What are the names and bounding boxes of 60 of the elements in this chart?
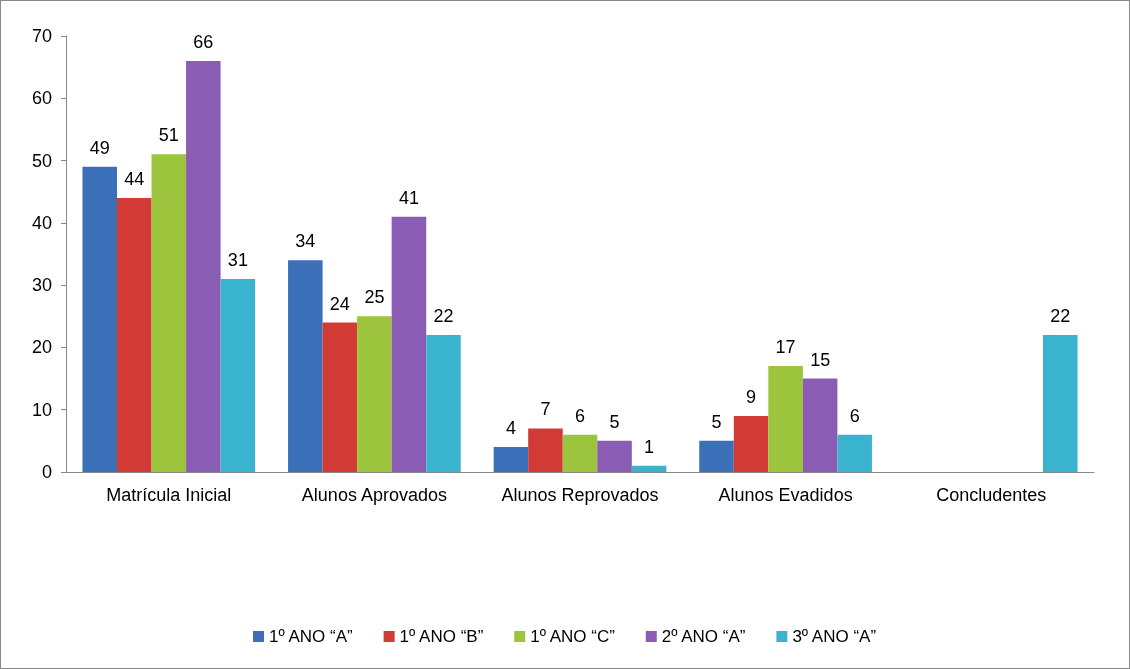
data-label: 34 [295, 231, 316, 252]
bar [528, 428, 563, 472]
bar [837, 434, 872, 472]
y-tick-label: 50 [31, 150, 52, 171]
y-tick-label: 10 [31, 399, 52, 420]
legend-label: 3º ANO “A” [792, 627, 877, 646]
data-label: 7 [540, 399, 551, 420]
data-label: 6 [849, 405, 860, 426]
data-label: 22 [433, 305, 454, 326]
x-tick-label: Matrícula Inicial [106, 485, 232, 505]
bar [82, 166, 117, 472]
y-tick-label: 70 [31, 26, 52, 46]
y-tick-label: 30 [31, 275, 52, 296]
bar [116, 197, 152, 472]
y-tick-label: 20 [31, 337, 52, 358]
bar [562, 434, 598, 472]
data-label: 51 [158, 125, 179, 146]
y-tick-label: 0 [41, 462, 52, 482]
bar [186, 60, 221, 472]
bar [1043, 334, 1078, 472]
bar [357, 316, 392, 472]
data-label: 6 [574, 405, 586, 426]
bar [391, 216, 427, 472]
data-label: 4 [505, 418, 516, 439]
bar [699, 440, 734, 472]
data-label: 9 [746, 386, 757, 407]
bar [288, 260, 323, 472]
bar [493, 447, 529, 472]
x-tick-label: Alunos Reprovados [501, 485, 659, 505]
legend-label: 2º ANO “A” [661, 627, 746, 646]
y-tick-label: 40 [31, 212, 52, 233]
data-label: 31 [227, 249, 248, 270]
bar [631, 465, 667, 472]
data-label: 1 [644, 436, 655, 457]
data-label: 25 [364, 287, 385, 308]
y-tick-label: 60 [31, 88, 52, 109]
data-label: 24 [329, 293, 350, 314]
data-label: 17 [775, 337, 796, 358]
data-label: 22 [1050, 305, 1071, 326]
data-label: 5 [711, 411, 722, 432]
x-tick-label: Concludentes [936, 485, 1047, 505]
bar [151, 154, 187, 472]
bar [220, 278, 256, 472]
data-label: 15 [810, 349, 831, 370]
bar [768, 366, 803, 472]
data-label: 49 [89, 137, 110, 158]
x-tick-label: Alunos Aprovados [301, 485, 447, 505]
legend-label: 1º ANO “B” [399, 627, 484, 646]
data-label: 66 [193, 31, 214, 52]
bar [802, 378, 838, 472]
legend-label: 1º ANO “C” [530, 627, 616, 646]
bar [733, 415, 769, 472]
bar [426, 334, 461, 472]
legend-label: 1º ANO “A” [269, 627, 354, 646]
data-label: 5 [609, 411, 620, 432]
data-label: 44 [124, 168, 145, 189]
bar [597, 440, 632, 472]
data-label: 41 [398, 187, 419, 208]
x-tick-label: Alunos Evadidos [718, 485, 853, 505]
bar [322, 322, 358, 472]
